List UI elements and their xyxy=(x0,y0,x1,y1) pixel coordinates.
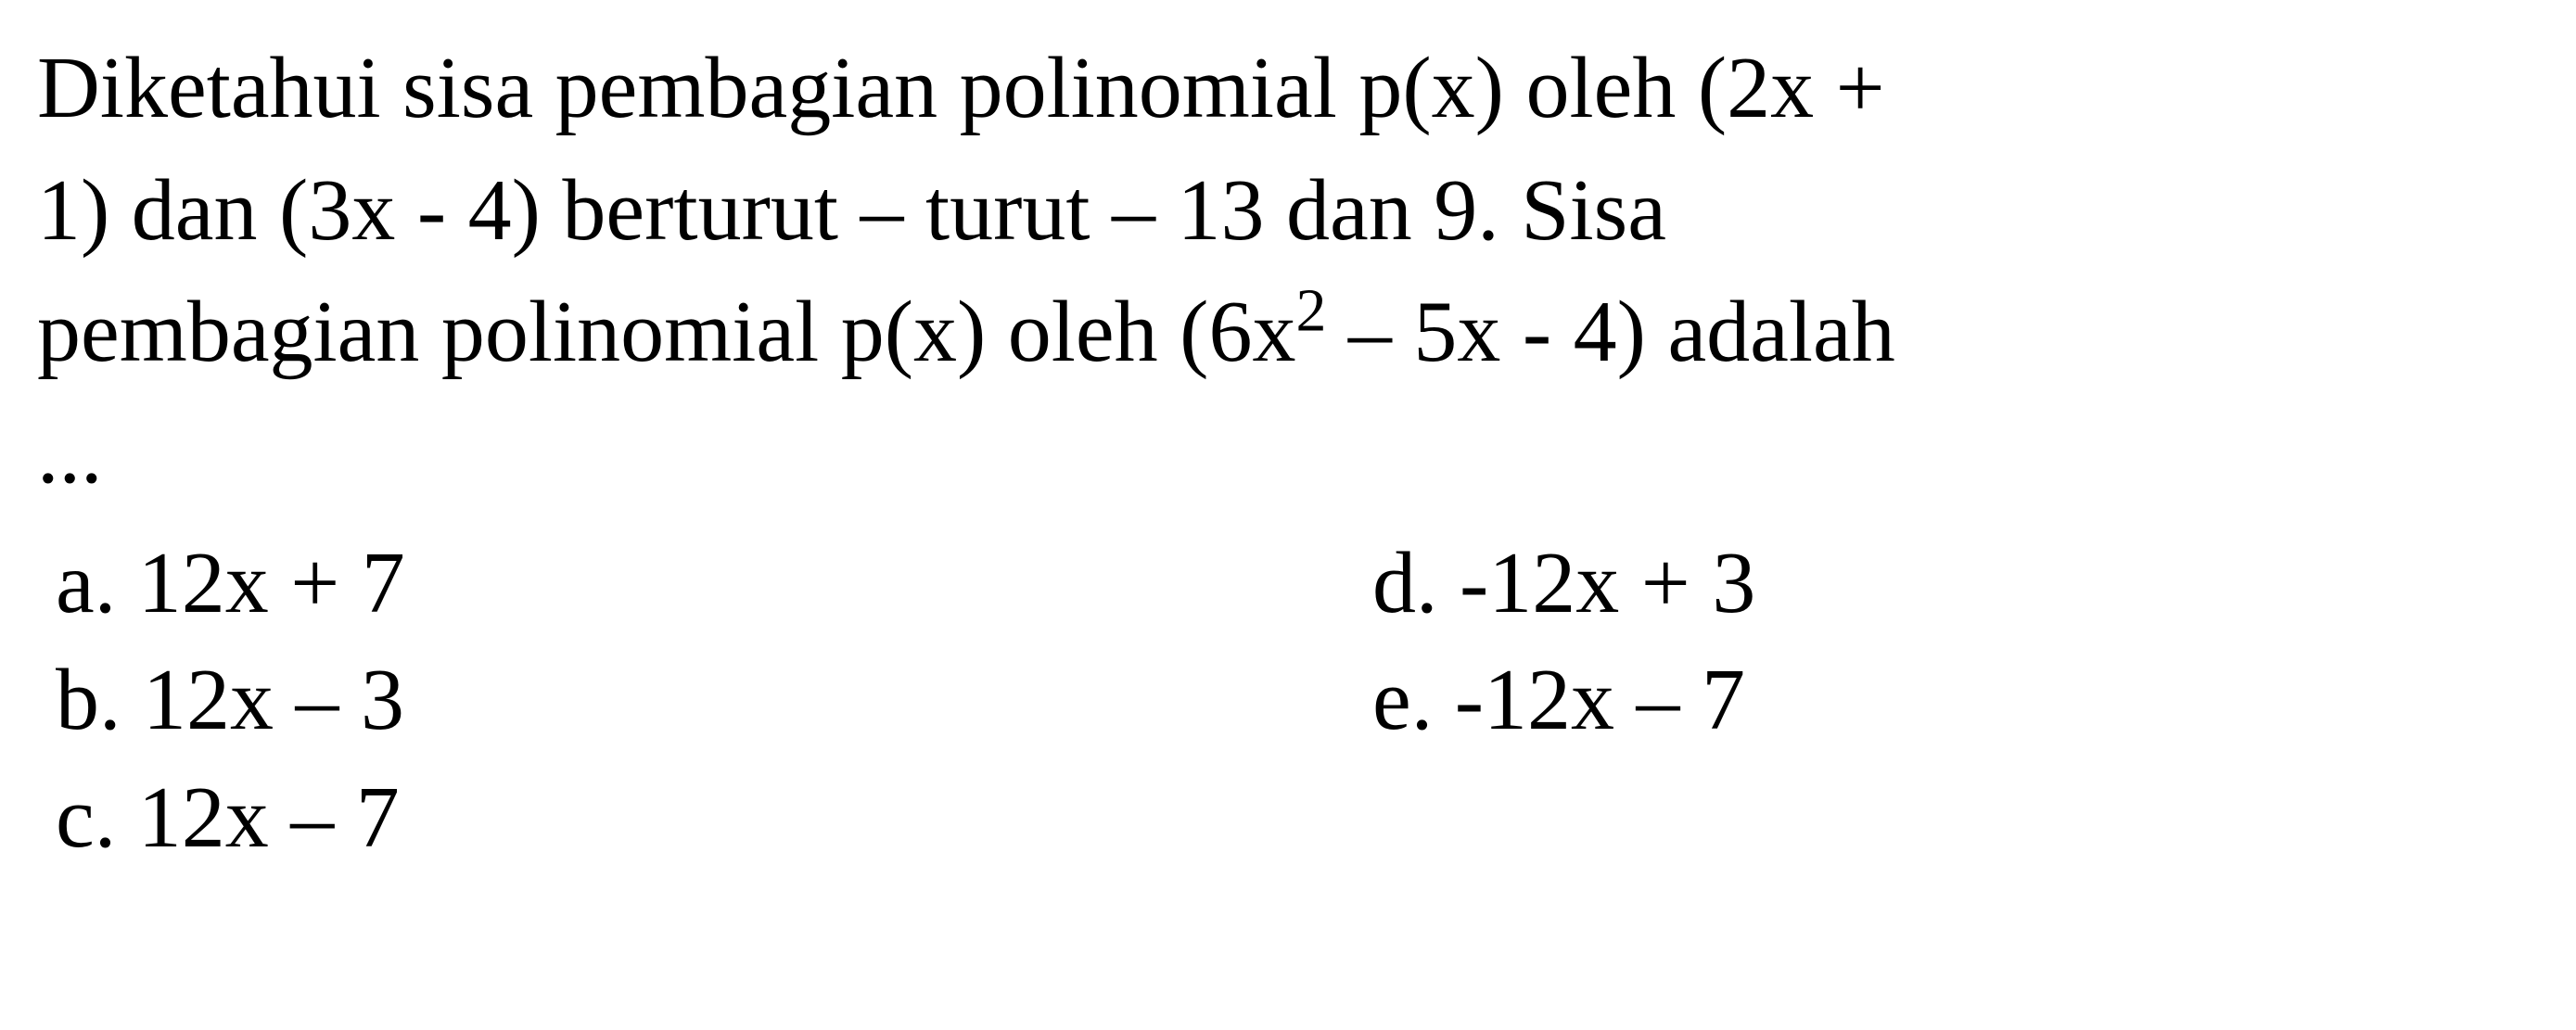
question-text: Diketahui sisa pembagian polinomial p(x)… xyxy=(37,28,2539,394)
option-b: b. 12x – 3 xyxy=(37,642,1354,759)
question-line-2: 1) dan (3x - 4) berturut – turut – 13 da… xyxy=(37,162,1666,259)
question-ellipsis: ... xyxy=(37,401,2539,506)
options-column-right: d. -12x + 3 e. -12x – 7 xyxy=(1354,525,2539,878)
question-exponent: 2 xyxy=(1295,277,1326,345)
question-line-3-post: – 5x - 4) adalah xyxy=(1326,284,1894,380)
question-line-1: Diketahui sisa pembagian polinomial p(x)… xyxy=(37,40,1885,136)
option-a: a. 12x + 7 xyxy=(37,525,1354,642)
options-column-left: a. 12x + 7 b. 12x – 3 c. 12x – 7 xyxy=(37,525,1354,878)
option-c: c. 12x – 7 xyxy=(37,759,1354,877)
options-container: a. 12x + 7 b. 12x – 3 c. 12x – 7 d. -12x… xyxy=(37,525,2539,878)
option-e: e. -12x – 7 xyxy=(1354,642,2539,759)
option-d: d. -12x + 3 xyxy=(1354,525,2539,642)
question-line-3-pre: pembagian polinomial p(x) oleh (6x xyxy=(37,284,1295,380)
